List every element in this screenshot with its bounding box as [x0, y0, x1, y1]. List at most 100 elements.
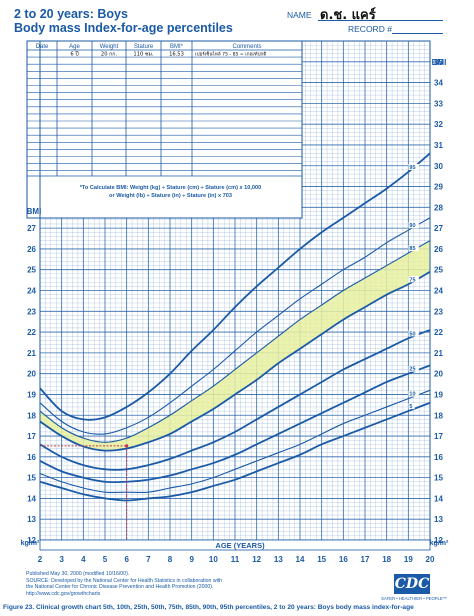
table-header-3: Stature [134, 44, 154, 50]
table-cell-2: 20 กก. [101, 52, 118, 58]
x-tick: 10 [209, 555, 218, 564]
x-tick: 19 [404, 555, 413, 564]
cdc-logo: CDC SAFER • HEALTHIER • PEOPLE™ [381, 574, 447, 604]
y-tick-right: 30 [434, 162, 443, 171]
y-tick-right: 16 [434, 453, 443, 462]
chart-title-line2: Body mass Index-for-age percentiles [14, 21, 233, 35]
footer-source: SOURCE: Developed by the National Center… [26, 578, 223, 584]
table-cell-1: 6 ปี [70, 51, 78, 58]
record-label: RECORD # [348, 24, 392, 34]
y-tick-right: 35 [434, 58, 443, 67]
table-cell-3: 110 ซม. [133, 52, 153, 58]
figure-caption: Figure 23. Clinical growth chart 5th, 10… [3, 604, 414, 611]
percentile-label-bg [408, 276, 419, 283]
cdc-logo-tagline: SAFER • HEALTHIER • PEOPLE™ [381, 596, 447, 601]
percentile-label-bg [408, 222, 419, 229]
name-label: NAME [287, 10, 312, 20]
y-tick-right: 28 [434, 203, 443, 212]
percentile-label-bg [408, 390, 419, 397]
table-header-5: Comments [232, 44, 261, 50]
x-tick: 20 [426, 555, 435, 564]
percentile-curve-75 [39, 271, 431, 452]
table-header-1: Age [69, 44, 80, 50]
footer-source-2: the National Center for Chronic Disease … [26, 584, 214, 590]
percentile-label-50: 50 [409, 331, 415, 337]
y-tick-left: 25 [27, 266, 36, 275]
percentile-curve-85 [39, 240, 431, 443]
y-tick-right: 14 [434, 494, 443, 503]
y-tick-right: 18 [434, 411, 443, 420]
y-tick-right: 19 [434, 390, 443, 399]
x-tick: 9 [189, 555, 194, 564]
chart-title-line1: 2 to 20 years: Boys [14, 7, 128, 21]
y-tick-left: 20 [27, 370, 36, 379]
x-tick: 12 [252, 555, 261, 564]
y-tick-left: 24 [27, 287, 36, 296]
y-tick-left: 15 [27, 474, 36, 483]
x-tick: 14 [296, 555, 305, 564]
y-tick-left: 19 [27, 390, 36, 399]
x-tick: 3 [59, 555, 64, 564]
percentile-curve-90 [39, 217, 431, 435]
y-unit-right: kg/m² [430, 540, 449, 547]
y-tick-right: 26 [434, 245, 443, 254]
y-tick-right: 17 [434, 432, 443, 441]
percentile-label-bg [408, 245, 419, 252]
y-tick-right: 32 [434, 120, 443, 129]
name-value[interactable]: ด.ช. แคร์ [320, 8, 376, 23]
percentile-curve-5 [39, 401, 431, 502]
y-tick-right: 22 [434, 328, 443, 337]
y-tick-left: 26 [27, 245, 36, 254]
percentile-label-bg [408, 403, 415, 410]
x-tick: 13 [274, 555, 283, 564]
y-tick-right: 23 [434, 307, 443, 316]
x-tick: 5 [103, 555, 108, 564]
percentile-curve-50 [39, 329, 431, 471]
x-axis-label: AGE (YEARS) [215, 541, 265, 550]
y-unit-left: kg/m² [21, 540, 40, 547]
table-cell-4: 16.53 [169, 52, 184, 58]
x-tick: 16 [339, 555, 348, 564]
table-header-4: BMI* [170, 44, 184, 50]
x-tick: 8 [168, 555, 173, 564]
x-tick: 17 [361, 555, 370, 564]
x-axis-band [39, 539, 431, 551]
y-tick-left: 16 [27, 453, 36, 462]
y-tick-left: 22 [27, 328, 36, 337]
y-tick-right: 25 [434, 266, 443, 275]
record-underline [392, 33, 443, 34]
y-tick-right: 24 [434, 287, 443, 296]
name-underline [318, 20, 443, 21]
record-table-bg [26, 40, 303, 219]
y-tick-right: 21 [434, 349, 443, 358]
y-axis-label-left: BMI [27, 207, 42, 216]
table-cell-5: เปอร์เซ็นไทล์ 75 - 85 = เกณฑ์ปกติ [195, 50, 266, 58]
x-tick: 11 [231, 555, 240, 564]
y-tick-right: 12 [434, 536, 443, 545]
y-tick-right: 33 [434, 99, 443, 108]
percentile-label-95: 95 [409, 165, 415, 171]
footer-url[interactable]: http://www.cdc.gov/growthcharts [26, 591, 101, 597]
table-header-0: Date [36, 44, 49, 50]
percentile-curve-25 [39, 364, 431, 484]
y-axis-label-right: BMI [432, 58, 447, 67]
percentile-label-bg [408, 330, 419, 337]
patient-point [125, 444, 129, 448]
y-tick-right: 29 [434, 183, 443, 192]
footer-published: Published May 30, 2000 (modified 10/16/0… [26, 571, 130, 577]
y-tick-right: 15 [434, 474, 443, 483]
y-tick-right: 20 [434, 370, 443, 379]
percentile-label-25: 25 [409, 367, 415, 373]
x-tick: 18 [382, 555, 391, 564]
cdc-logo-mark: CDC [394, 574, 430, 594]
percentile-label-75: 75 [409, 277, 415, 283]
x-tick: 6 [124, 555, 129, 564]
percentile-label-10: 10 [409, 392, 415, 398]
y-tick-right: 13 [434, 515, 443, 524]
x-tick: 15 [317, 555, 326, 564]
y-tick-left: 14 [27, 494, 36, 503]
y-tick-left: 12 [27, 536, 36, 545]
bmi-formula-line1: *To Calculate BMI: Weight (kg) ÷ Stature… [80, 185, 262, 191]
y-tick-left: 13 [27, 515, 36, 524]
